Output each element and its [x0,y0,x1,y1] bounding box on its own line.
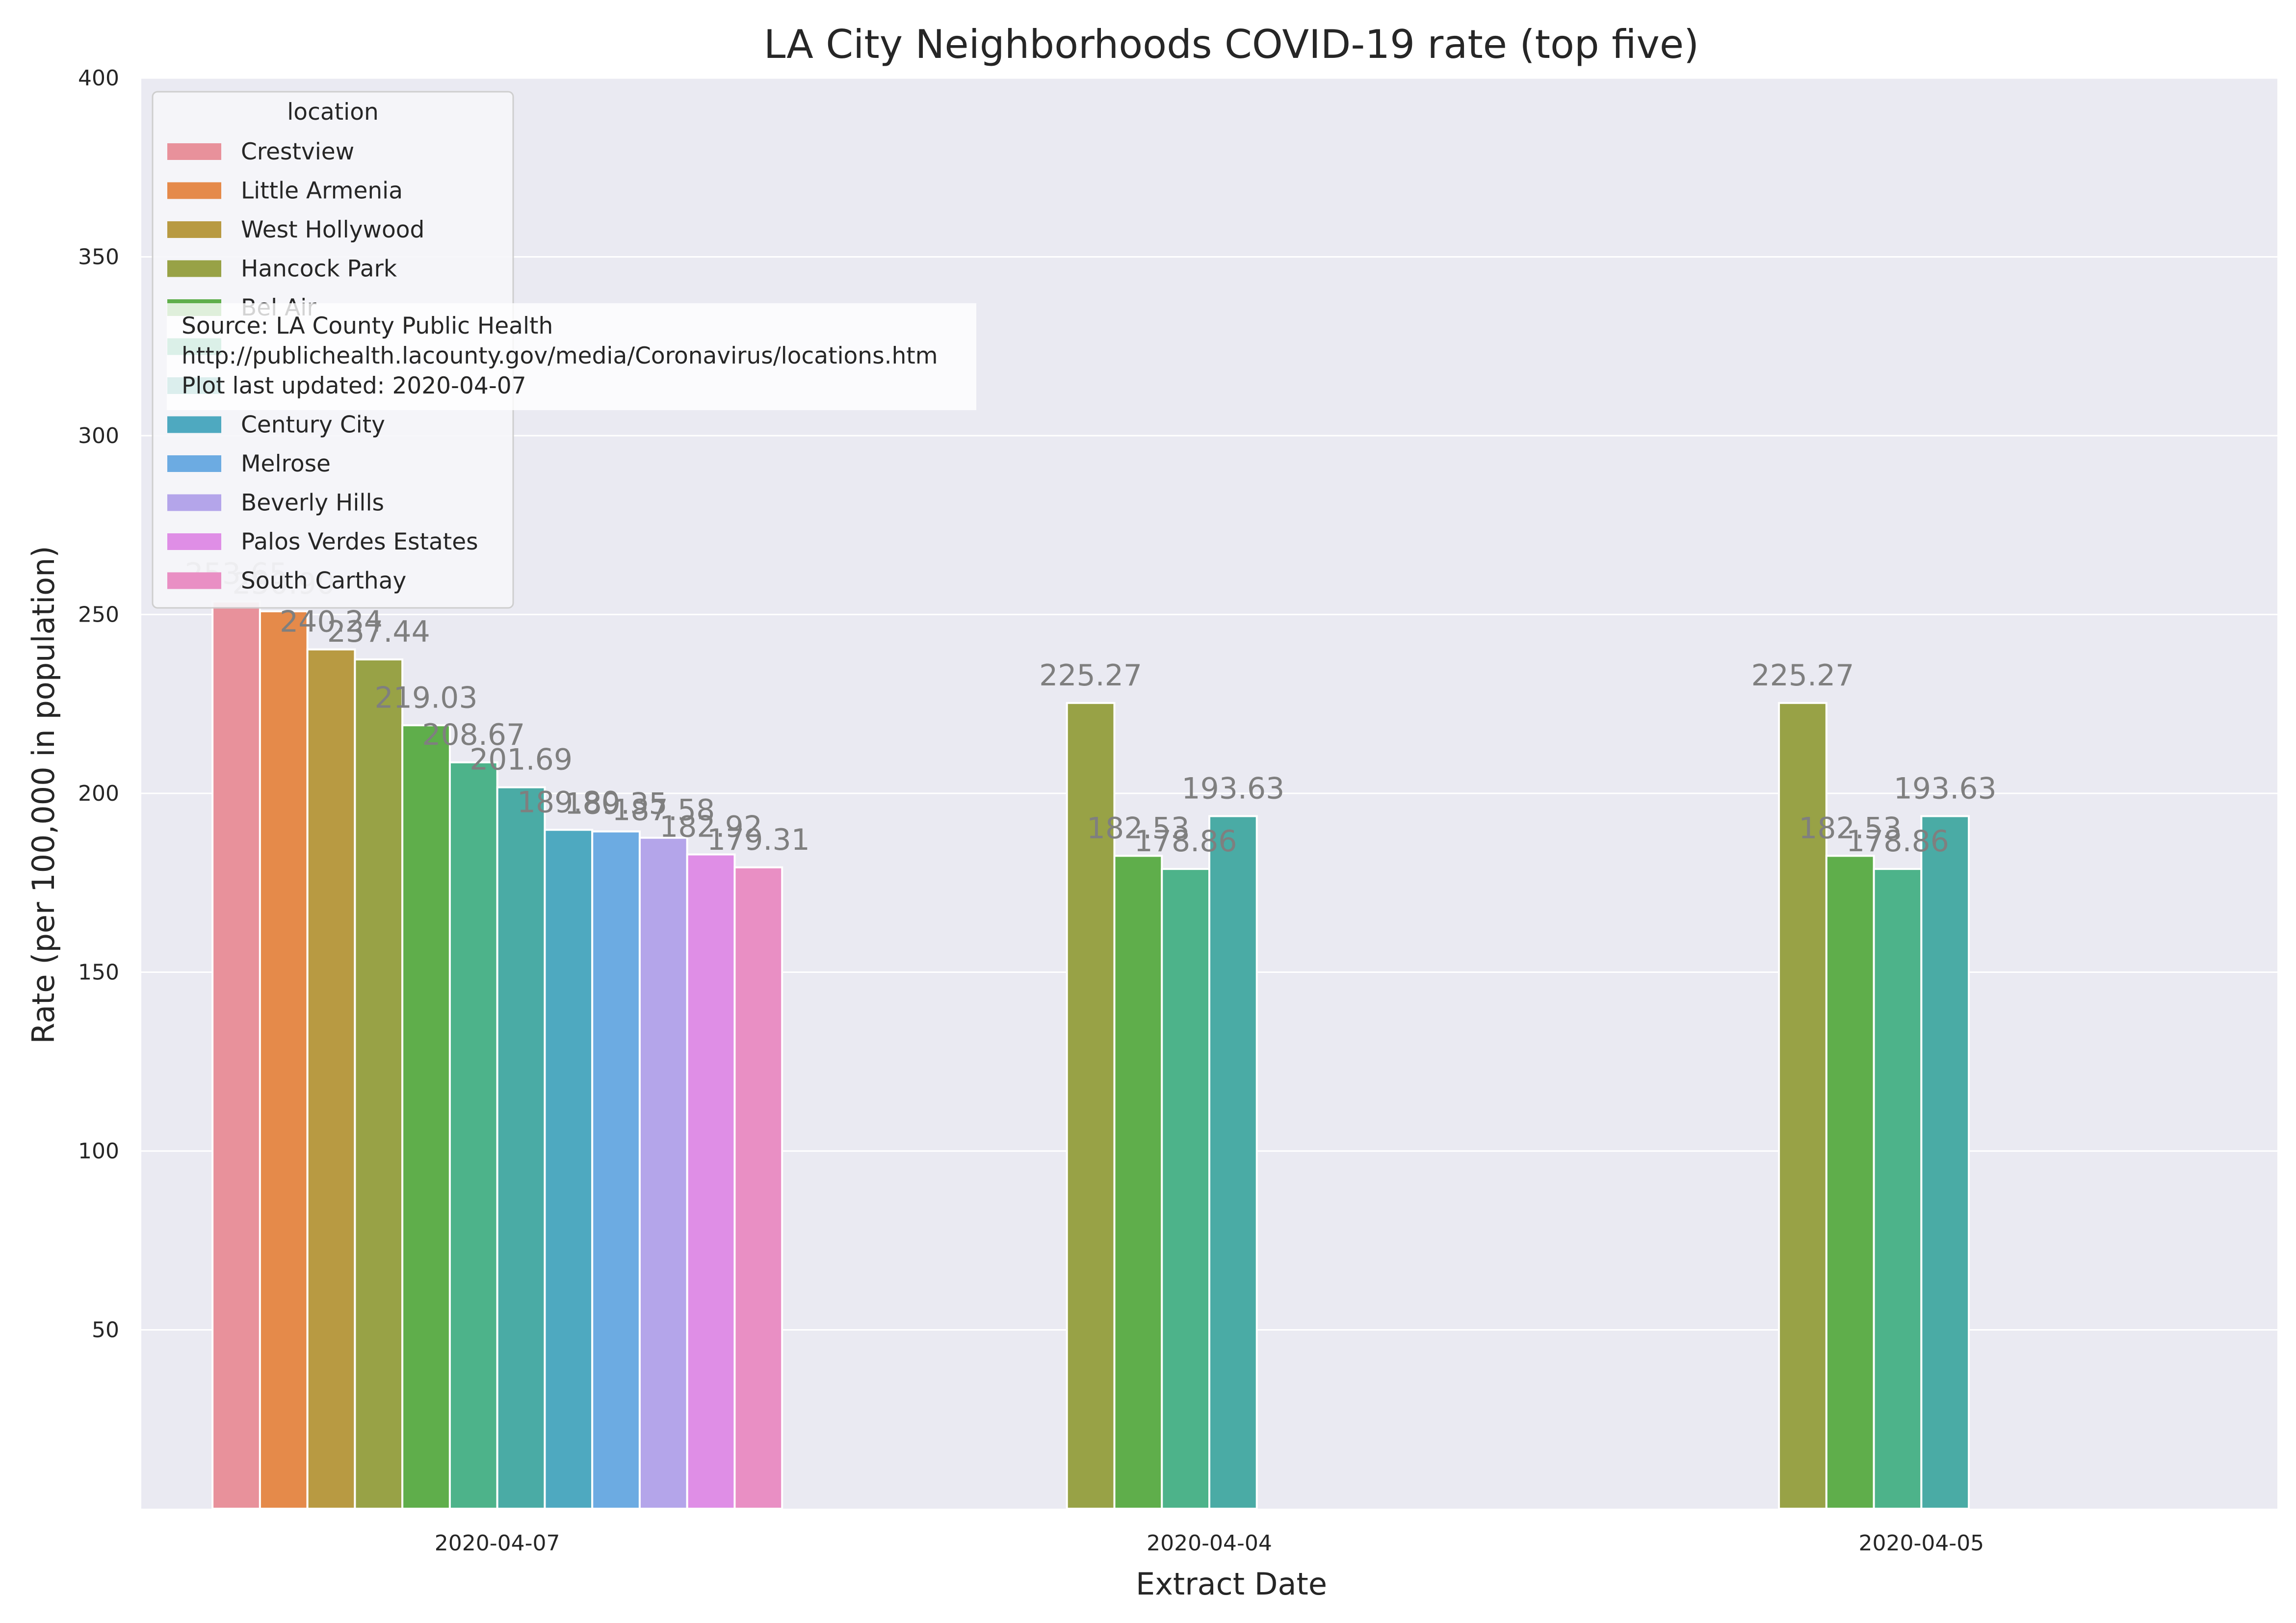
legend-swatch [167,494,221,511]
bar [544,829,594,1510]
bar [1873,868,1923,1510]
bar-value-label: 182.53 [1799,811,1902,845]
y-tick-label: 300 [78,423,119,448]
legend-label: Beverly Hills [241,490,384,517]
legend-swatch [167,533,221,550]
legend-swatch [167,416,221,433]
chart-title: LA City Neighborhoods COVID-19 rate (top… [764,22,1699,67]
bar [1208,815,1258,1510]
legend-label: West Hollywood [241,216,424,243]
y-tick-label: 100 [78,1139,119,1164]
bar-value-label: 237.44 [327,615,430,649]
x-tick-label: 2020-04-04 [1147,1531,1272,1556]
bar [591,830,641,1510]
legend-label: Century City [241,412,385,439]
annotation-line: Plot last updated: 2020-04-07 [182,372,526,399]
bar-value-label: 225.27 [1751,658,1854,693]
annotation-line: Source: LA County Public Health [182,313,553,340]
legend-swatch [167,260,221,277]
legend-label: Hancock Park [241,256,397,283]
bar-value-label: 178.86 [1846,824,1949,859]
annotation-box [167,303,976,410]
x-axis-ticks: 2020-04-07 2020-04-04 2020-04-05 [435,1531,1984,1556]
legend-label: Little Armenia [241,178,403,205]
y-tick-label: 350 [78,245,119,270]
bar [1113,855,1163,1510]
bar [448,761,498,1510]
bar-value-label: 189.35 [565,787,668,821]
bar [638,837,688,1510]
legend-title: location [287,99,379,126]
legend-label: Crestview [241,138,354,165]
bar [733,866,783,1510]
y-axis-ticks: 50 100 150 200 250 300 350 400 [78,66,119,1343]
legend-swatch [167,143,221,160]
bar [1920,815,1970,1510]
bar [686,853,736,1510]
bar [1066,702,1116,1510]
bar-value-label: 182.92 [659,810,762,844]
bar [211,600,261,1510]
bar [1778,702,1827,1510]
bar [1825,855,1875,1510]
bar-value-label: 187.58 [612,793,715,828]
legend-swatch [167,221,221,238]
bar [401,724,451,1510]
y-tick-label: 250 [78,602,119,628]
x-axis-label: Extract Date [1136,1566,1327,1602]
bar [496,786,546,1510]
bar-value-label: 189.80 [517,785,620,819]
bar-value-label: 182.53 [1087,811,1190,845]
bar [259,610,309,1510]
bar-value-label: 219.03 [375,681,478,715]
bar-value-label: 240.24 [280,605,383,639]
x-tick-label: 2020-04-07 [435,1531,560,1556]
x-tick-label: 2020-04-05 [1858,1531,1984,1556]
bar-value-label: 178.86 [1134,824,1237,859]
bar-value-label: 225.27 [1039,658,1142,693]
bar-value-label: 179.31 [707,823,810,857]
source-annotation: Source: LA County Public Healthhttp://pu… [167,303,976,410]
y-tick-label: 50 [92,1318,119,1343]
legend-label: Melrose [241,450,331,477]
bar [354,658,404,1510]
bar-value-label: 208.67 [422,718,525,752]
legend-label: South Carthay [241,568,406,595]
legend-label: Palos Verdes Estates [241,528,478,555]
y-tick-label: 150 [78,960,119,985]
legend-swatch [167,455,221,472]
legend: location Crestview Little Armenia West Holl… [152,91,514,609]
annotation-line: http://publichealth.lacounty.gov/media/C… [182,342,938,369]
bar-value-label: 193.63 [1181,771,1284,806]
legend-swatch [167,572,221,589]
bars [211,600,1970,1510]
bar [306,648,356,1510]
y-tick-label: 200 [78,781,119,806]
y-tick-label: 400 [78,66,119,91]
bar-value-label: 201.69 [470,743,573,777]
bar [1161,868,1210,1510]
bar-value-label: 193.63 [1894,771,1997,806]
legend-swatch [167,182,221,199]
y-axis-label: Rate (per 100,000 in population) [26,546,61,1044]
